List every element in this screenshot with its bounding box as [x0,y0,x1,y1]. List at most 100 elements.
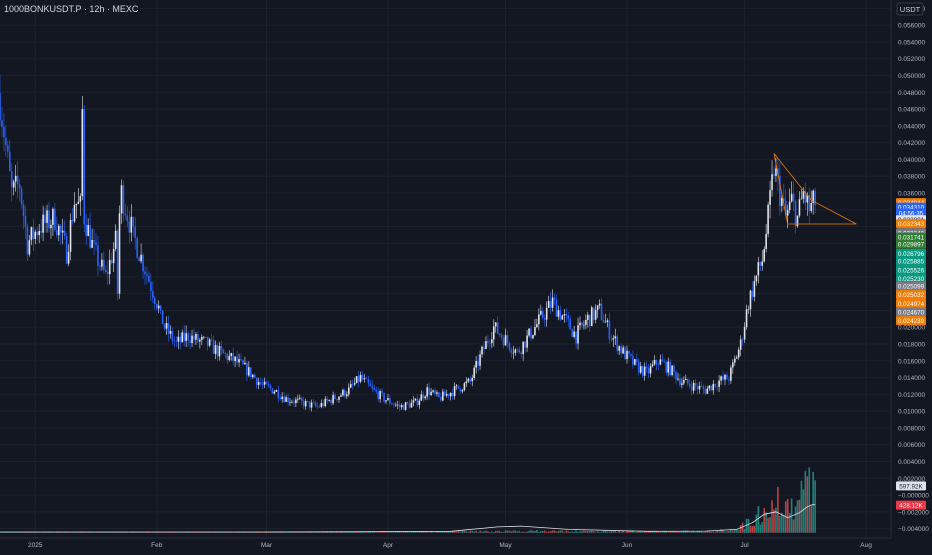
price-badge: 0.029897 [896,240,926,249]
volume-bar [744,529,746,533]
volume-bar [526,532,528,533]
volume-bar [789,513,791,533]
volume-bar [724,531,726,532]
svg-text:0.025526: 0.025526 [898,267,925,274]
volume-bar [466,531,468,533]
candle [356,376,358,384]
volume-bar [552,530,554,532]
volume-bar [611,531,613,533]
volume-bar [564,532,566,533]
volume-bar [456,532,458,533]
price-tick-label: 0.014000 [898,375,925,382]
volume-bar [540,531,542,533]
volume-bar [742,523,744,533]
volume-bar [806,476,808,532]
volume-bar [562,530,564,532]
price-badge: 0.032343 [896,219,926,228]
candle [83,105,85,232]
volume-bar [689,532,691,533]
volume-bar [542,531,544,533]
candle [464,382,466,392]
volume-bar [765,512,767,532]
volume-bar [703,532,705,533]
volume-bar [469,531,471,533]
volume-bar [491,532,493,533]
volume-bar [759,525,761,533]
volume-bar [718,531,720,532]
price-badge: 0.025885 [896,257,926,266]
volume-bar [511,531,513,532]
svg-text:597.92K: 597.92K [899,483,923,490]
volume-bar [642,532,644,533]
volume-bar [691,532,693,533]
volume-bar [705,532,707,533]
volume-bar [801,481,803,533]
volume-bar [420,532,422,533]
volume-bar [624,532,626,533]
volume-bar [409,532,411,533]
volume-bar [460,532,462,533]
candle [117,228,119,300]
volume-bar [464,531,466,533]
price-badge: 597.92K [896,481,926,490]
candle [624,346,626,360]
volume-bar [356,532,358,533]
volume-bar [634,532,636,533]
volume-bar [781,513,783,533]
volume-bar [487,531,489,532]
volume-bar [507,531,509,533]
price-tick-label: 0.020000 [898,325,925,332]
volume-bar [636,532,638,533]
volume-bar [589,531,591,533]
volume-bar [814,480,816,533]
volume-bar [493,532,495,533]
volume-bar [495,531,497,533]
volume-bar [732,530,734,532]
volume-bar [468,532,470,533]
volume-bar [444,532,446,533]
volume-bar [658,532,660,533]
candle [438,392,440,398]
candle [767,202,769,237]
volume-bar [775,508,777,533]
volume-bar [609,532,611,533]
volume-bar [462,531,464,533]
volume-bar [571,531,573,533]
volume-bar [518,531,520,533]
volume-bar [321,532,323,533]
volume-bar [538,532,540,533]
svg-text:0.025099: 0.025099 [898,284,925,291]
currency-label: USDT [897,3,923,15]
volume-bar [560,530,562,532]
volume-bar [779,516,781,533]
volume-bar [720,529,722,533]
time-tick-label: Jun [622,542,633,549]
svg-text:0.029897: 0.029897 [898,242,925,249]
volume-bar [632,531,634,533]
price-tick-label: 0.004000 [898,459,925,466]
price-axis[interactable]: 0.0580000.0560000.0540000.0520000.050000… [891,0,932,538]
volume-bar [593,531,595,533]
volume-bar [548,531,550,532]
volume-bar [754,526,756,533]
candle [405,402,407,411]
price-tick-label: 0.018000 [898,342,925,349]
symbol-info: 1000BONKUSDT.P · 12h · MEXC [4,4,138,14]
volume-bar [489,532,491,533]
volume-bar [375,532,377,533]
volume-bar [475,531,477,533]
volume-bar [681,532,683,533]
volume-bar [516,531,518,532]
volume-bar [808,467,810,532]
volume-bar [515,530,517,533]
volume-bar [524,532,526,533]
candle [797,215,799,228]
price-tick-label: 0.052000 [898,56,925,63]
volume-bar [628,531,630,533]
price-tick-label: 0.044000 [898,123,925,130]
volume-bar [528,531,530,533]
volume-bar [710,532,712,533]
